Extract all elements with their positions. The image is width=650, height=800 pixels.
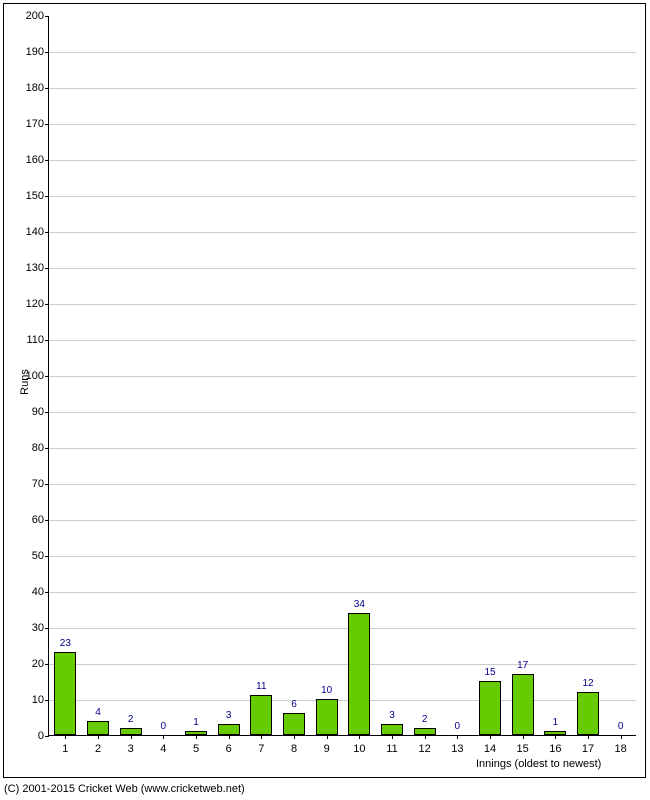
bar-value-label: 34	[354, 599, 365, 610]
x-tick-label: 11	[386, 735, 397, 755]
bar-value-label: 2	[422, 714, 428, 725]
x-tick-label: 9	[324, 735, 330, 755]
bar-value-label: 2	[128, 714, 134, 725]
grid-line	[49, 628, 636, 629]
grid-line	[49, 556, 636, 557]
bar	[250, 695, 272, 735]
y-tick-label: 200	[26, 10, 49, 22]
bar-value-label: 3	[226, 710, 232, 721]
y-axis-title: Runs	[19, 369, 31, 395]
x-tick-label: 1	[62, 735, 68, 755]
grid-line	[49, 268, 636, 269]
grid-line	[49, 88, 636, 89]
bar	[381, 724, 403, 735]
x-tick-label: 6	[226, 735, 232, 755]
bar	[218, 724, 240, 735]
x-tick-label: 12	[419, 735, 431, 755]
y-tick-label: 150	[26, 190, 49, 202]
grid-line	[49, 520, 636, 521]
bar-value-label: 23	[60, 638, 71, 649]
bar-value-label: 6	[291, 699, 297, 710]
x-tick-label: 17	[582, 735, 594, 755]
y-tick-label: 130	[26, 262, 49, 274]
bar-value-label: 0	[455, 721, 461, 732]
grid-line	[49, 124, 636, 125]
y-tick-label: 0	[38, 730, 49, 742]
bar-value-label: 11	[256, 681, 266, 692]
x-tick-label: 3	[128, 735, 134, 755]
grid-line	[49, 412, 636, 413]
bar	[544, 731, 566, 735]
bar-value-label: 10	[321, 685, 332, 696]
bar-value-label: 0	[618, 721, 624, 732]
y-tick-label: 180	[26, 82, 49, 94]
y-tick-label: 80	[32, 442, 49, 454]
bar-value-label: 0	[161, 721, 167, 732]
y-tick-label: 170	[26, 118, 49, 130]
chart-container: 0102030405060708090100110120130140150160…	[0, 0, 650, 800]
y-tick-label: 70	[32, 478, 49, 490]
grid-line	[49, 160, 636, 161]
x-tick-label: 7	[258, 735, 264, 755]
bar	[185, 731, 207, 735]
grid-line	[49, 196, 636, 197]
bar	[316, 699, 338, 735]
x-axis-title: Innings (oldest to newest)	[476, 758, 601, 770]
bar	[577, 692, 599, 735]
y-tick-label: 110	[26, 334, 49, 346]
grid-line	[49, 664, 636, 665]
x-tick-label: 14	[484, 735, 496, 755]
bar	[54, 652, 76, 735]
y-tick-label: 190	[26, 46, 49, 58]
bar	[479, 681, 501, 735]
bar-value-label: 1	[553, 717, 559, 728]
y-tick-label: 160	[26, 154, 49, 166]
y-tick-label: 90	[32, 406, 49, 418]
x-tick-label: 2	[95, 735, 101, 755]
x-tick-label: 15	[517, 735, 529, 755]
grid-line	[49, 448, 636, 449]
x-tick-label: 10	[353, 735, 365, 755]
bar-value-label: 3	[389, 710, 395, 721]
grid-line	[49, 484, 636, 485]
x-tick-label: 5	[193, 735, 199, 755]
x-tick-label: 4	[160, 735, 166, 755]
grid-line	[49, 340, 636, 341]
bar-value-label: 4	[95, 707, 101, 718]
grid-line	[49, 376, 636, 377]
grid-line	[49, 592, 636, 593]
bar-value-label: 17	[517, 660, 528, 671]
grid-line	[49, 232, 636, 233]
plot-area: 0102030405060708090100110120130140150160…	[48, 16, 636, 736]
grid-line	[49, 700, 636, 701]
y-tick-label: 60	[32, 514, 49, 526]
bar-value-label: 15	[484, 667, 495, 678]
y-tick-label: 10	[32, 694, 49, 706]
bar	[283, 713, 305, 735]
bar	[512, 674, 534, 735]
y-tick-label: 30	[32, 622, 49, 634]
bar	[348, 613, 370, 735]
y-tick-label: 40	[32, 586, 49, 598]
grid-line	[49, 304, 636, 305]
bar	[87, 721, 109, 735]
y-tick-label: 140	[26, 226, 49, 238]
copyright-text: (C) 2001-2015 Cricket Web (www.cricketwe…	[4, 783, 245, 795]
x-tick-label: 16	[549, 735, 561, 755]
y-tick-label: 20	[32, 658, 49, 670]
bar	[120, 728, 142, 735]
bar-value-label: 12	[582, 678, 593, 689]
x-tick-label: 13	[451, 735, 463, 755]
y-tick-label: 120	[26, 298, 49, 310]
bar-value-label: 1	[193, 717, 199, 728]
y-tick-label: 50	[32, 550, 49, 562]
x-tick-label: 18	[615, 735, 627, 755]
bar	[414, 728, 436, 735]
x-tick-label: 8	[291, 735, 297, 755]
grid-line	[49, 52, 636, 53]
